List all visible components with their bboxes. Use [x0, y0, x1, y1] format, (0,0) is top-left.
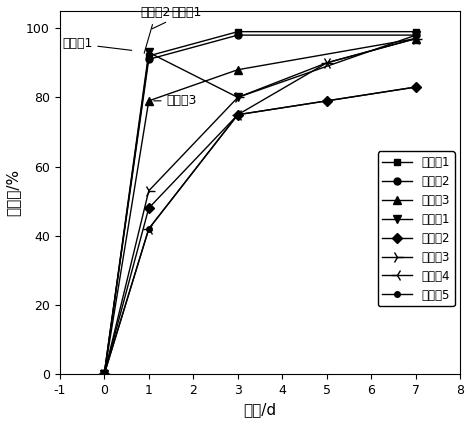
实施例3	[102, 372, 107, 377]
实施例2	[146, 57, 152, 62]
实施例2	[235, 33, 241, 38]
实施例3	[235, 67, 241, 72]
Text: 实施例1: 实施例1	[152, 6, 202, 29]
实施例1	[413, 29, 419, 34]
Line: 实施例3: 实施例3	[100, 34, 420, 378]
X-axis label: 天数/d: 天数/d	[243, 402, 277, 418]
实施例1	[146, 53, 152, 58]
对比例5	[146, 226, 152, 231]
Line: 对比例4: 对比例4	[98, 32, 422, 380]
对比例4	[102, 372, 107, 377]
对比例1	[102, 372, 107, 377]
对比例1	[235, 95, 241, 100]
对比例4	[146, 226, 152, 231]
实施例3	[413, 36, 419, 41]
对比例3	[413, 36, 419, 41]
对比例3	[235, 95, 241, 100]
Y-axis label: 抑制率/%: 抑制率/%	[6, 169, 21, 216]
对比例4	[324, 60, 329, 65]
Text: 实施例3: 实施例3	[154, 94, 197, 107]
实施例3	[146, 98, 152, 103]
对比例2	[235, 112, 241, 117]
对比例5	[413, 85, 419, 90]
对比例5	[235, 112, 241, 117]
对比例3	[324, 60, 329, 65]
对比例5	[102, 372, 107, 377]
对比例2	[324, 98, 329, 103]
Text: 实施例2: 实施例2	[141, 6, 171, 53]
Line: 对比例3: 对比例3	[98, 32, 422, 380]
实施例2	[102, 372, 107, 377]
实施例1	[235, 29, 241, 34]
Line: 实施例1: 实施例1	[101, 28, 419, 378]
Text: 对比例1: 对比例1	[62, 37, 132, 50]
实施例1	[102, 372, 107, 377]
Line: 对比例1: 对比例1	[100, 31, 420, 378]
对比例1	[146, 50, 152, 55]
Line: 对比例5: 对比例5	[102, 84, 419, 377]
对比例4	[235, 112, 241, 117]
Legend: 实施例1, 实施例2, 实施例3, 对比例1, 对比例2, 对比例3, 对比例4, 对比例5: 实施例1, 实施例2, 实施例3, 对比例1, 对比例2, 对比例3, 对比例4…	[377, 151, 454, 306]
对比例4	[413, 36, 419, 41]
对比例3	[146, 188, 152, 193]
对比例2	[413, 85, 419, 90]
对比例1	[413, 33, 419, 38]
对比例2	[102, 372, 107, 377]
Line: 对比例2: 对比例2	[101, 84, 419, 378]
对比例3	[102, 372, 107, 377]
对比例2	[146, 206, 152, 211]
实施例2	[413, 33, 419, 38]
Line: 实施例2: 实施例2	[101, 32, 419, 378]
